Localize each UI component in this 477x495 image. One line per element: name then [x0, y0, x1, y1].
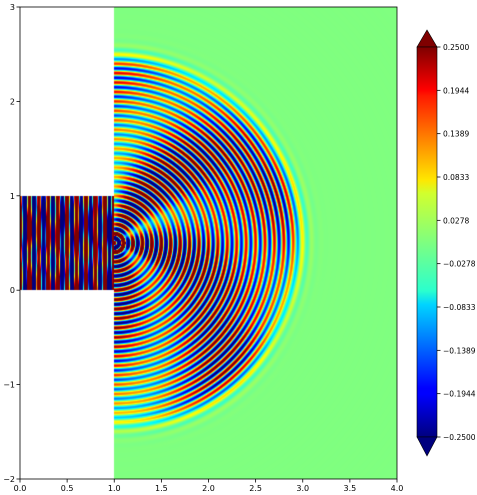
y-tick-label: 1: [10, 192, 15, 201]
colorbar-tick-label: −0.0278: [443, 260, 476, 269]
x-tick-label: 4.0: [391, 484, 404, 493]
x-tick-label: 3.0: [296, 484, 309, 493]
colorbar-tick-label: −0.2500: [443, 433, 476, 442]
y-axis: −2 −1 0 1 2 3: [3, 3, 20, 484]
colorbar-tick-label: −0.1944: [443, 390, 476, 399]
colorbar-ticks: 0.2500 0.1944 0.1389 0.0833 0.0278 −0.0278 −0.…: [437, 43, 476, 442]
wave-field-image: [20, 7, 397, 479]
colorbar-tick-label: 0.1944: [443, 86, 469, 95]
x-tick-label: 2.5: [249, 484, 262, 493]
y-tick-label: 3: [10, 3, 15, 12]
colorbar-tick-label: 0.0278: [443, 216, 469, 225]
colorbar-tick-label: 0.0833: [443, 173, 469, 182]
colorbar-extend-bottom: [416, 436, 438, 457]
x-tick-label: 1.0: [108, 484, 121, 493]
colorbar-tick-label: 0.1389: [443, 130, 469, 139]
y-tick-label: 0: [10, 286, 15, 295]
heatmap: [20, 7, 397, 479]
colorbar: 0.2500 0.1944 0.1389 0.0833 0.0278 −0.0278 −0.…: [416, 29, 476, 457]
colorbar-extend-top: [416, 29, 438, 48]
x-tick-label: 1.5: [155, 484, 168, 493]
x-tick-label: 2.0: [202, 484, 215, 493]
x-tick-label: 0.5: [61, 484, 74, 493]
y-tick-label: 2: [10, 97, 15, 106]
x-tick-label: 0.0: [14, 484, 27, 493]
colorbar-tick-label: −0.0833: [443, 303, 476, 312]
colorbar-body: [416, 46, 438, 438]
colorbar-tick-label: 0.2500: [443, 43, 469, 52]
x-axis: 0.0 0.5 1.0 1.5 2.0 2.5 3.0 3.5 4.0: [14, 479, 404, 493]
y-tick-label: −1: [3, 381, 15, 390]
x-tick-label: 3.5: [344, 484, 357, 493]
colorbar-tick-label: −0.1389: [443, 346, 476, 355]
y-tick-label: −2: [3, 475, 15, 484]
